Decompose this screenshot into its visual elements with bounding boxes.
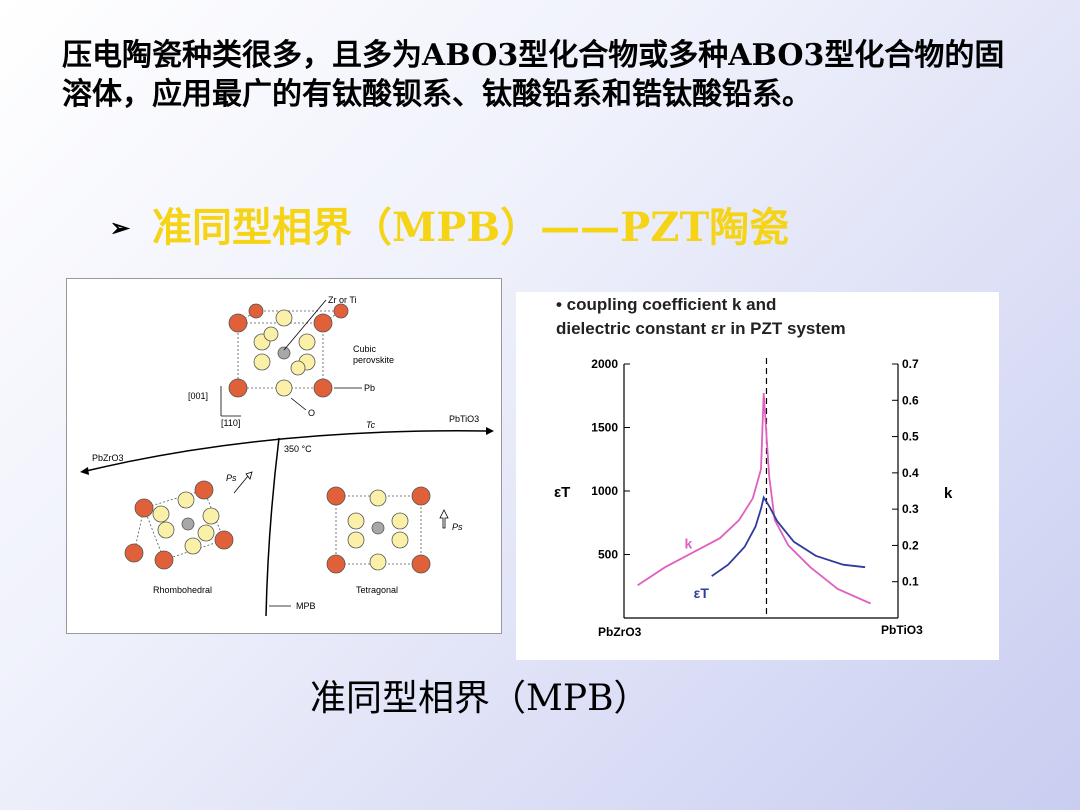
arrow-bullet-icon: ➢: [110, 213, 131, 242]
label-o: O: [308, 408, 315, 418]
tetra-atom-o: [347, 512, 365, 530]
rhombo-atom-o: [202, 507, 220, 525]
xlabel-left: PbZrO3: [598, 625, 642, 639]
rhombo-atom-pb: [214, 530, 234, 550]
phase-diagram: Zr or Ti Cubic perovskite Pb O [001] [11…: [66, 278, 502, 634]
chart-title-line1: • coupling coefficient k and: [556, 295, 776, 314]
cubic-atom-o: [275, 309, 293, 327]
rhombo-atom-o: [152, 505, 170, 523]
phase-diagram-panel: Zr or Ti Cubic perovskite Pb O [001] [11…: [66, 278, 502, 634]
label-pbzro3: PbZrO3: [92, 453, 124, 463]
intro-paragraph: 压电陶瓷种类很多，且多为ABO3型化合物或多种ABO3型化合物的固溶体，应用最广…: [62, 38, 1005, 112]
rhombo-atom-o: [177, 491, 195, 509]
ylabel-left: εT: [554, 484, 570, 501]
cubic-atom-pb: [333, 303, 349, 319]
cubic-atom-o: [290, 360, 306, 376]
rhombo-atom-pb: [194, 480, 214, 500]
series-label-k: k: [685, 536, 693, 552]
right-tick-label: 0.3: [902, 502, 919, 516]
left-tick-label: 2000: [591, 357, 618, 371]
label-tetragonal: Tetragonal: [356, 585, 398, 595]
label-dir-001: [001]: [188, 391, 208, 401]
cubic-atom-pb: [228, 378, 248, 398]
left-tick-label: 1500: [591, 421, 618, 435]
rhombo-atom-b: [181, 517, 195, 531]
cubic-atom-pb: [248, 303, 264, 319]
bullet-heading-text: 准同型相界（MPB）——PZT陶瓷: [152, 204, 790, 251]
rhombo-atom-pb: [124, 543, 144, 563]
label-perovskite: perovskite: [353, 355, 394, 365]
right-tick-label: 0.7: [902, 357, 919, 371]
figure-caption: 准同型相界（MPB）: [310, 678, 650, 719]
mpb-curve: [265, 437, 280, 617]
cubic-atom-pb: [228, 313, 248, 333]
label-dir-110: [110]: [221, 418, 240, 428]
tetra-atom-b: [371, 521, 385, 535]
chart-panel: • coupling coefficient k and dielectric …: [516, 292, 999, 660]
cubic-atom-o: [298, 333, 316, 351]
right-tick-label: 0.6: [902, 393, 919, 407]
cubic-atom-pb: [313, 313, 333, 333]
tetra-atom-pb: [326, 486, 346, 506]
tetra-atom-o: [347, 531, 365, 549]
tetra-atom-o: [391, 512, 409, 530]
tetra-atom-o: [391, 531, 409, 549]
left-tick-label: 1000: [591, 484, 618, 498]
tetra-atom-pb: [411, 554, 431, 574]
tetra-atom-o: [369, 489, 387, 507]
label-ps-tetra: Ps: [452, 522, 463, 532]
left-tick-label: 500: [598, 548, 618, 562]
label-350c: 350 °C: [284, 444, 312, 454]
label-zr-ti: Zr or Ti: [328, 295, 357, 305]
rhombo-atom-o: [184, 537, 202, 555]
label-tc: Tc: [366, 420, 376, 430]
label-ps-rhombo: Ps: [226, 473, 237, 483]
series-label-epsilon: εT: [694, 585, 710, 601]
rhombo-atom-o: [197, 524, 215, 542]
cubic-atom-o: [253, 353, 271, 371]
series-k-line: [637, 392, 871, 605]
bullet-heading: ➢ 准同型相界（MPB）——PZT陶瓷: [110, 200, 1010, 256]
right-tick-label: 0.5: [902, 430, 919, 444]
ylabel-right: k: [944, 485, 953, 502]
label-rhombohedral: Rhombohedral: [153, 585, 212, 595]
rhombo-atom-o: [157, 521, 175, 539]
tetra-atom-pb: [326, 554, 346, 574]
rhombo-atom-pb: [154, 550, 174, 570]
cubic-atom-o: [263, 326, 279, 342]
tetra-atom-pb: [411, 486, 431, 506]
series-epsilon-line: [711, 495, 866, 577]
tc-curve: [85, 430, 487, 472]
label-cubic: Cubic: [353, 344, 377, 354]
rhombo-atom-pb: [134, 498, 154, 518]
xlabel-right: PbTiO3: [881, 623, 923, 637]
k-epsilon-chart: • coupling coefficient k and dielectric …: [554, 295, 953, 639]
cubic-atom-b: [277, 346, 291, 360]
right-tick-label: 0.2: [902, 538, 919, 552]
cubic-atom-pb: [313, 378, 333, 398]
label-pb: Pb: [364, 383, 375, 393]
label-pbtio3: PbTiO3: [449, 414, 479, 424]
right-tick-label: 0.1: [902, 575, 919, 589]
label-mpb: MPB: [296, 601, 316, 611]
tetra-atom-o: [369, 553, 387, 571]
cubic-atom-o: [275, 379, 293, 397]
right-tick-label: 0.4: [902, 466, 919, 480]
chart-title-line2: dielectric constant εr in PZT system: [556, 319, 846, 338]
